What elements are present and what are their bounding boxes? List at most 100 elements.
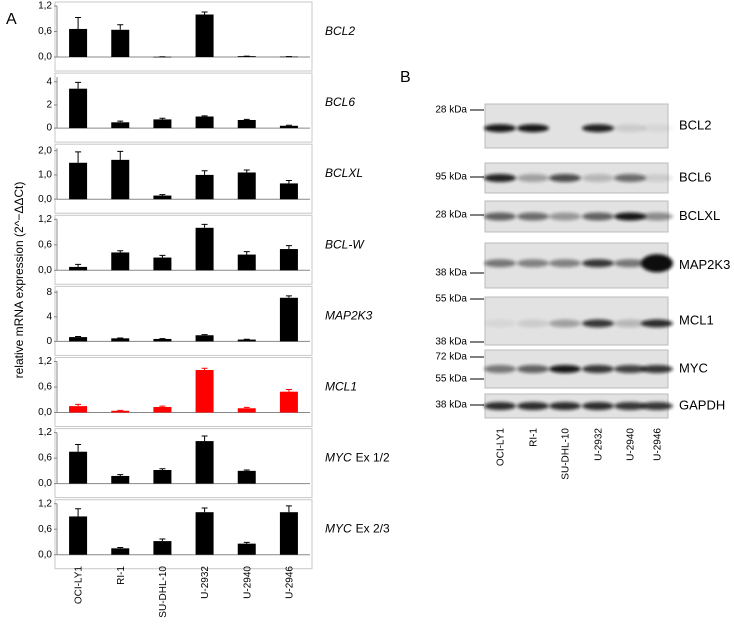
error-bar [75, 403, 82, 407]
protein-label: MYC [679, 360, 708, 375]
error-bar [159, 538, 166, 542]
blot-band [614, 124, 646, 133]
gene-label: MYC Ex 1/2 [325, 451, 390, 465]
error-bar [75, 151, 82, 163]
error-bar [117, 250, 124, 253]
y-tick-label: 4 [46, 311, 52, 322]
bar [237, 408, 256, 413]
blot-band [484, 124, 516, 133]
bar [195, 116, 214, 129]
error-bar [243, 118, 250, 120]
gene-label: BCL6 [325, 95, 355, 109]
y-tick-label: 2,0 [38, 145, 52, 156]
error-bar [201, 11, 208, 15]
y-tick-label: 1,0 [38, 170, 52, 181]
bar [237, 470, 256, 484]
exon-label: Ex 2/3 [356, 522, 390, 536]
bar [69, 88, 88, 129]
chart-frame [54, 143, 313, 214]
bar [69, 337, 88, 342]
bar [111, 159, 130, 200]
blot-band [549, 212, 581, 221]
chart-frame [54, 357, 313, 427]
y-tick-label: 0 [46, 123, 52, 134]
bar [279, 183, 298, 200]
lane-label: U-2946 [653, 428, 664, 461]
y-tick-label: 0,0 [38, 265, 52, 276]
protein-label: BCL6 [679, 169, 712, 184]
bar [153, 119, 172, 129]
marker-label: 28 kDa [435, 210, 467, 221]
marker-label: 28 kDa [435, 105, 467, 116]
error-bar [201, 507, 208, 513]
panel-label: B [400, 69, 411, 86]
blot-band [641, 402, 673, 410]
bar [111, 548, 130, 555]
gene-label: BCLXL [325, 166, 363, 180]
blot-band [582, 365, 614, 373]
bar [279, 249, 298, 271]
blot-band [641, 174, 673, 182]
blot-band [484, 319, 516, 328]
error-bar [117, 546, 124, 549]
blot-band [517, 259, 549, 268]
error-bar [243, 169, 250, 173]
bar [195, 370, 214, 413]
blot-band [582, 402, 614, 410]
protein-label: MCL1 [679, 312, 714, 327]
lane-label: OCI-LY1 [496, 428, 507, 467]
error-bar [285, 295, 292, 298]
bar [69, 516, 88, 555]
error-bar [117, 24, 124, 30]
y-tick-label: 0,6 [38, 26, 52, 37]
error-bar [75, 81, 82, 89]
x-tick-label: U-2946 [285, 566, 296, 599]
bar [111, 410, 130, 413]
blot-band [641, 212, 673, 221]
bar [69, 406, 88, 413]
blot-band [582, 212, 614, 221]
protein-label: MAP2K3 [679, 257, 730, 272]
blot-band [641, 124, 673, 133]
blot-band [484, 259, 516, 268]
blot-band [517, 174, 549, 182]
blot-band [484, 402, 516, 410]
gene-label: MCL1 [325, 380, 357, 394]
error-bar [243, 541, 250, 544]
y-tick-label: 0 [46, 336, 52, 347]
bar [69, 451, 88, 484]
blot-band [582, 124, 614, 133]
lane-label: SU-DHL-10 [561, 428, 572, 480]
marker-label: 38 kDa [435, 400, 467, 411]
error-bar [117, 150, 124, 160]
marker-label: 55 kDa [435, 294, 467, 305]
bar [153, 195, 172, 200]
bar [195, 335, 214, 342]
marker-label: 38 kDa [435, 268, 467, 279]
x-tick-label: SU-DHL-10 [158, 566, 169, 618]
gene-name: BCLXL [325, 166, 363, 180]
x-tick-label: U-2940 [242, 566, 253, 599]
bar [237, 254, 256, 271]
blot-band [484, 212, 516, 221]
error-bar [117, 120, 124, 123]
bar [69, 266, 88, 271]
x-tick-label: OCI-LY1 [74, 566, 85, 605]
blot-band [614, 212, 646, 221]
panel-label: A [6, 11, 17, 28]
y-tick-label: 1,2 [38, 427, 52, 438]
bar [153, 257, 172, 271]
blot-band [614, 259, 646, 268]
exon-label: Ex 1/2 [356, 451, 390, 465]
y-tick-label: 0,0 [38, 52, 52, 63]
y-tick-label: 1,2 [38, 1, 52, 12]
error-bar [75, 508, 82, 517]
error-bar [159, 194, 166, 196]
blot-band [641, 365, 673, 373]
gene-name: BCL2 [325, 24, 355, 38]
bar [69, 162, 88, 200]
bar [195, 512, 214, 555]
gene-name: MCL1 [325, 380, 357, 394]
y-tick-label: 2 [46, 100, 52, 111]
blot-band [582, 259, 614, 268]
